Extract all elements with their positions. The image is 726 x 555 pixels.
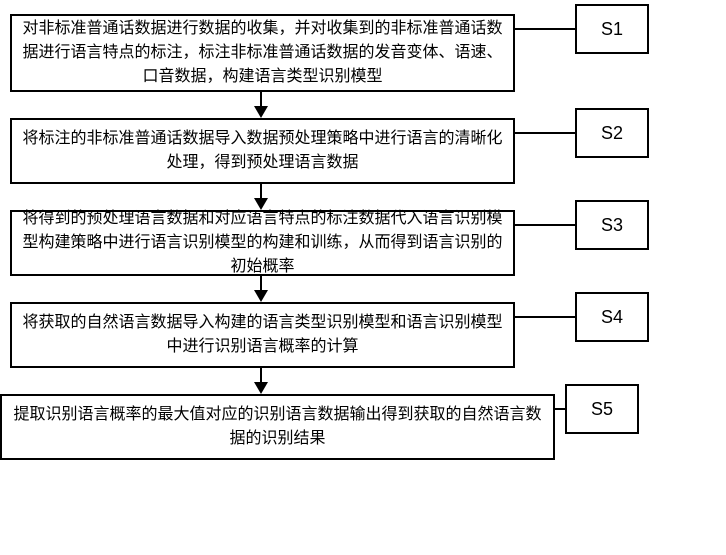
process-box-1: 对非标准普通话数据进行数据的收集，并对收集到的非标准普通话数据进行语言特点的标注…: [10, 14, 515, 92]
arrow-4: [260, 368, 262, 394]
arrow-head-icon: [254, 106, 268, 118]
process-text-2: 将标注的非标准普通话数据导入数据预处理策略中进行语言的清晰化处理，得到预处理语言…: [22, 127, 503, 175]
label-text-s5: S5: [591, 399, 613, 420]
arrow-3: [260, 276, 262, 302]
step-row-5: 提取识别语言概率的最大值对应的识别语言数据输出得到获取的自然语言数据的识别结果 S…: [0, 394, 649, 460]
process-text-4: 将获取的自然语言数据导入构建的语言类型识别模型和语言识别模型中进行识别语言概率的…: [22, 311, 503, 359]
step-row-4: 将获取的自然语言数据导入构建的语言类型识别模型和语言识别模型中进行识别语言概率的…: [10, 302, 649, 368]
connector-5: [555, 408, 565, 410]
arrow-line-2: [260, 184, 262, 198]
arrow-head-icon: [254, 290, 268, 302]
connector-3: [515, 224, 575, 226]
label-box-s2: S2: [575, 108, 649, 158]
process-text-3: 将得到的预处理语言数据和对应语言特点的标注数据代入语言识别模型构建策略中进行语言…: [22, 207, 503, 279]
process-box-5: 提取识别语言概率的最大值对应的识别语言数据输出得到获取的自然语言数据的识别结果: [0, 394, 555, 460]
label-text-s1: S1: [601, 19, 623, 40]
process-text-1: 对非标准普通话数据进行数据的收集，并对收集到的非标准普通话数据进行语言特点的标注…: [22, 17, 503, 89]
arrow-head-icon: [254, 382, 268, 394]
label-box-s4: S4: [575, 292, 649, 342]
process-text-5: 提取识别语言概率的最大值对应的识别语言数据输出得到获取的自然语言数据的识别结果: [12, 403, 543, 451]
process-box-4: 将获取的自然语言数据导入构建的语言类型识别模型和语言识别模型中进行识别语言概率的…: [10, 302, 515, 368]
connector-4: [515, 316, 575, 318]
flowchart-container: 对非标准普通话数据进行数据的收集，并对收集到的非标准普通话数据进行语言特点的标注…: [10, 14, 649, 460]
label-box-s3: S3: [575, 200, 649, 250]
step-row-2: 将标注的非标准普通话数据导入数据预处理策略中进行语言的清晰化处理，得到预处理语言…: [10, 118, 649, 184]
step-row-1: 对非标准普通话数据进行数据的收集，并对收集到的非标准普通话数据进行语言特点的标注…: [10, 14, 649, 92]
label-box-s1: S1: [575, 4, 649, 54]
process-box-3: 将得到的预处理语言数据和对应语言特点的标注数据代入语言识别模型构建策略中进行语言…: [10, 210, 515, 276]
label-text-s4: S4: [601, 307, 623, 328]
arrow-line-4: [260, 368, 262, 382]
step-row-3: 将得到的预处理语言数据和对应语言特点的标注数据代入语言识别模型构建策略中进行语言…: [10, 210, 649, 276]
arrow-1: [260, 92, 262, 118]
connector-1: [515, 28, 575, 30]
process-box-2: 将标注的非标准普通话数据导入数据预处理策略中进行语言的清晰化处理，得到预处理语言…: [10, 118, 515, 184]
connector-2: [515, 132, 575, 134]
arrow-line-1: [260, 92, 262, 106]
label-box-s5: S5: [565, 384, 639, 434]
label-text-s3: S3: [601, 215, 623, 236]
arrow-line-3: [260, 276, 262, 290]
label-text-s2: S2: [601, 123, 623, 144]
